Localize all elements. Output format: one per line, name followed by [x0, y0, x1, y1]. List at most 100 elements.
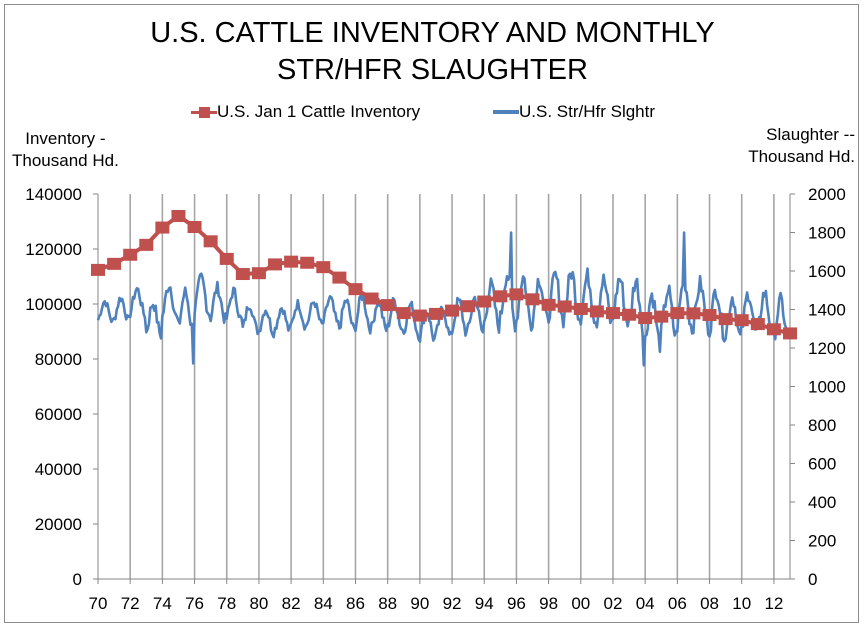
legend-label-inventory: U.S. Jan 1 Cattle Inventory [217, 102, 421, 121]
chart-legend: U.S. Jan 1 Cattle Inventory U.S. Str/Hfr… [0, 101, 865, 123]
x-tick-label: 04 [636, 594, 655, 613]
inventory-point [155, 221, 170, 234]
x-tick-label: 70 [89, 594, 108, 613]
inventory-point [428, 307, 443, 320]
inventory-point [107, 257, 122, 270]
x-tick-label: 86 [346, 594, 365, 613]
left-tick-label: 40000 [35, 460, 82, 479]
right-axis-label: Slaughter -- Thousand Hd. [748, 124, 855, 168]
x-tick-label: 78 [217, 594, 236, 613]
inventory-point [251, 267, 266, 280]
inventory-point [364, 292, 379, 305]
right-tick-label: 1400 [808, 301, 846, 320]
inventory-point [380, 299, 395, 312]
inventory-point [477, 295, 492, 308]
chart-title-line2: STR/HFR SLAUGHTER [277, 54, 588, 86]
inventory-point [702, 309, 717, 321]
right-tick-label: 600 [808, 455, 836, 474]
left-tick-label: 100000 [25, 295, 82, 314]
inventory-point [316, 261, 331, 274]
legend-item-inventory: U.S. Jan 1 Cattle Inventory [191, 101, 420, 123]
right-axis-label-line2: Thousand Hd. [748, 147, 855, 166]
left-axis-label-line1: Inventory - [25, 129, 106, 148]
right-tick-label: 200 [808, 532, 836, 551]
x-tick-label: 10 [732, 594, 751, 613]
inventory-point [493, 290, 508, 303]
inventory-point [461, 300, 476, 313]
x-tick-label: 06 [668, 594, 687, 613]
x-tick-label: 76 [185, 594, 204, 613]
inventory-point [235, 268, 250, 281]
x-tick-label: 74 [153, 594, 172, 613]
inventory-point [605, 307, 620, 320]
inventory-point [654, 310, 669, 323]
inventory-point [268, 258, 283, 271]
inventory-point [171, 210, 186, 222]
inventory-point [573, 302, 588, 315]
inventory-point [622, 308, 637, 321]
x-tick-label: 72 [121, 594, 140, 613]
legend-swatch-inventory [191, 101, 217, 123]
inventory-point [541, 298, 556, 311]
legend-item-slaughter: U.S. Str/Hfr Slghtr [493, 101, 655, 123]
legend-swatch-slaughter [493, 101, 519, 123]
inventory-point [123, 248, 138, 261]
inventory-point [589, 305, 604, 318]
right-tick-label: 1800 [808, 224, 846, 243]
x-tick-label: 00 [571, 594, 590, 613]
inventory-point [445, 304, 460, 317]
inventory-point [686, 307, 701, 320]
inventory-point [348, 283, 363, 296]
inventory-point [509, 288, 524, 301]
right-tick-label: 2000 [808, 185, 846, 204]
series-line-slaughter [96, 231, 790, 367]
left-tick-label: 20000 [35, 515, 82, 534]
x-tick-label: 12 [764, 594, 783, 613]
inventory-point [187, 221, 202, 233]
x-tick-label: 02 [604, 594, 623, 613]
inventory-point [638, 312, 653, 325]
x-tick-label: 98 [539, 594, 558, 613]
right-tick-label: 1200 [808, 339, 846, 358]
legend-label-slaughter: U.S. Str/Hfr Slghtr [519, 102, 656, 121]
right-tick-label: 1000 [808, 378, 846, 397]
inventory-point [284, 255, 299, 268]
inventory-point [734, 314, 749, 327]
x-tick-label: 80 [249, 594, 268, 613]
left-axis-label: Inventory - Thousand Hd. [12, 128, 119, 172]
left-tick-label: 140000 [25, 185, 82, 204]
inventory-point [203, 235, 218, 248]
inventory-point [750, 318, 765, 331]
inventory-point [332, 271, 347, 284]
inventory-point [766, 323, 781, 336]
left-tick-label: 60000 [35, 405, 82, 424]
x-tick-label: 96 [507, 594, 526, 613]
inventory-point [525, 293, 540, 306]
inventory-point [219, 252, 234, 265]
x-tick-label: 90 [410, 594, 429, 613]
chart-title-line1: U.S. CATTLE INVENTORY AND MONTHLY [150, 17, 715, 49]
left-tick-label: 0 [73, 570, 82, 589]
right-axis-label-line1: Slaughter -- [766, 125, 855, 144]
x-tick-label: 82 [282, 594, 301, 613]
right-tick-label: 0 [808, 570, 817, 589]
inventory-point [396, 307, 411, 320]
x-tick-label: 88 [378, 594, 397, 613]
x-tick-label: 92 [443, 594, 462, 613]
x-tick-label: 08 [700, 594, 719, 613]
right-tick-label: 400 [808, 493, 836, 512]
inventory-point [783, 327, 797, 340]
inventory-point [557, 300, 572, 313]
x-tick-label: 94 [475, 594, 494, 613]
inventory-point [300, 256, 315, 269]
right-tick-label: 1600 [808, 262, 846, 281]
left-axis-label-line2: Thousand Hd. [12, 151, 119, 170]
inventory-point [91, 263, 105, 276]
inventory-point [412, 309, 427, 322]
right-tick-label: 800 [808, 416, 836, 435]
left-tick-label: 80000 [35, 350, 82, 369]
left-tick-label: 120000 [25, 240, 82, 259]
inventory-point [139, 238, 154, 251]
x-tick-label: 84 [314, 594, 333, 613]
